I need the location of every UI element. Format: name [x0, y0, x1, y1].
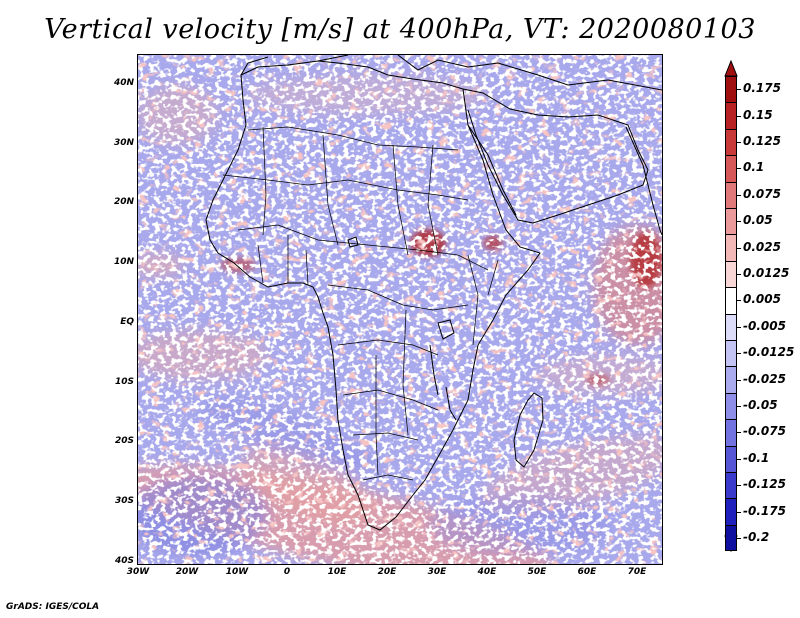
lon-label: 10E [327, 567, 347, 577]
lon-label: 50E [527, 567, 547, 577]
colorbar-tick [737, 221, 741, 223]
lat-label: 40S [114, 556, 134, 566]
colorbar-segment [725, 287, 737, 314]
colorbar-label: -0.2 [743, 530, 770, 544]
colorbar-segment [725, 392, 737, 420]
velocity-map [137, 54, 663, 565]
lat-label: 10S [114, 377, 134, 387]
lat-label: 40N [113, 78, 134, 88]
lon-label: 70E [627, 567, 647, 577]
colorbar-segment [725, 181, 737, 208]
country-borders [222, 126, 499, 481]
map-title: Vertical velocity [m/s] at 400hPa, VT: 2… [44, 14, 756, 45]
colorbar-label: 0.025 [743, 239, 781, 254]
madagascar-coastline [513, 392, 544, 468]
lat-label: 10N [113, 257, 134, 267]
colorbar-segment [725, 419, 737, 446]
colorbar-label: -0.05 [743, 398, 778, 412]
arabia-coastline [462, 88, 649, 224]
colorbar-tick [737, 142, 741, 143]
colorbar-label: -0.075 [743, 424, 786, 439]
colorbar-tick [737, 247, 741, 249]
colorbar-tick [737, 194, 741, 196]
colorbar-segment [725, 260, 737, 288]
lat-label: 30S [114, 496, 134, 506]
lat-label: EQ [120, 317, 134, 327]
colorbar-label: -0.125 [743, 477, 786, 492]
colorbar-segment [725, 76, 737, 103]
colorbar-label: -0.005 [743, 318, 786, 333]
colorbar-label: -0.0125 [743, 345, 795, 360]
colorbar-segment [725, 524, 737, 552]
lon-label: 30W [126, 567, 150, 577]
lon-label: 20W [175, 567, 199, 577]
colorbar-label: 0.125 [743, 134, 781, 148]
colorbar-label: -0.175 [743, 503, 786, 518]
colorbar-tick [737, 115, 741, 117]
colorbar-segment [725, 472, 737, 499]
colorbar-label: 0.1 [743, 160, 765, 175]
africa-coastline [205, 60, 541, 531]
colorbar-tick [737, 353, 741, 355]
india-coastline [625, 126, 662, 236]
colorbar-tick [737, 538, 741, 539]
colorbar-segment [725, 155, 737, 182]
colorbar-segment [725, 102, 737, 129]
colorbar-label: 0.005 [743, 292, 781, 307]
coastlines [205, 55, 662, 531]
europe-coastline [240, 55, 662, 91]
red-sea [467, 124, 517, 216]
colorbar-label: 0.05 [743, 213, 773, 228]
lake-malawi [445, 386, 457, 421]
colorbar-label: 0.0125 [743, 266, 790, 280]
colorbar-tick [737, 458, 741, 460]
colorbar-tick [737, 89, 741, 91]
colorbar-tick [737, 379, 741, 381]
lake-chad [347, 236, 359, 248]
colorbar-segment [725, 366, 737, 393]
colorbar-segment [725, 445, 737, 472]
colorbar-segment [725, 208, 737, 235]
lon-label: 60E [577, 567, 597, 577]
colorbar-label: 0.175 [743, 81, 781, 96]
colorbar-segment [725, 498, 737, 525]
colorbar-segment [725, 340, 737, 367]
lon-label: 30E [427, 567, 447, 577]
map-canvas [138, 55, 662, 564]
lon-label: 40E [477, 567, 497, 577]
lon-label: 0 [283, 567, 291, 577]
colorbar-tick [737, 432, 741, 434]
lake-victoria [437, 319, 455, 340]
colorbar-segment [725, 234, 737, 261]
colorbar-segment [725, 313, 737, 340]
lat-label: 30N [113, 138, 134, 148]
colorbar-segment [725, 128, 737, 156]
lat-label: 20N [113, 197, 134, 207]
lon-label: 10W [225, 567, 249, 577]
lake-tanganyika [429, 344, 439, 396]
colorbar-tick [737, 485, 741, 487]
colorbar-label: -0.025 [743, 371, 786, 386]
field-speckle-white [138, 55, 662, 564]
colorbar-tick [737, 406, 741, 407]
lat-label: 20S [114, 436, 134, 446]
grads-credit: GrADS: IGES/COLA [6, 602, 100, 612]
colorbar-tick [737, 300, 741, 302]
colorbar-tick [737, 511, 741, 513]
lon-label: 20E [377, 567, 397, 577]
colorbar-label: 0.075 [743, 186, 781, 201]
colorbar-tick [737, 274, 741, 275]
colorbar-tick [737, 168, 741, 170]
colorbar-tick [737, 326, 741, 328]
colorbar-label: -0.1 [743, 450, 770, 465]
colorbar-label: 0.15 [743, 107, 773, 122]
